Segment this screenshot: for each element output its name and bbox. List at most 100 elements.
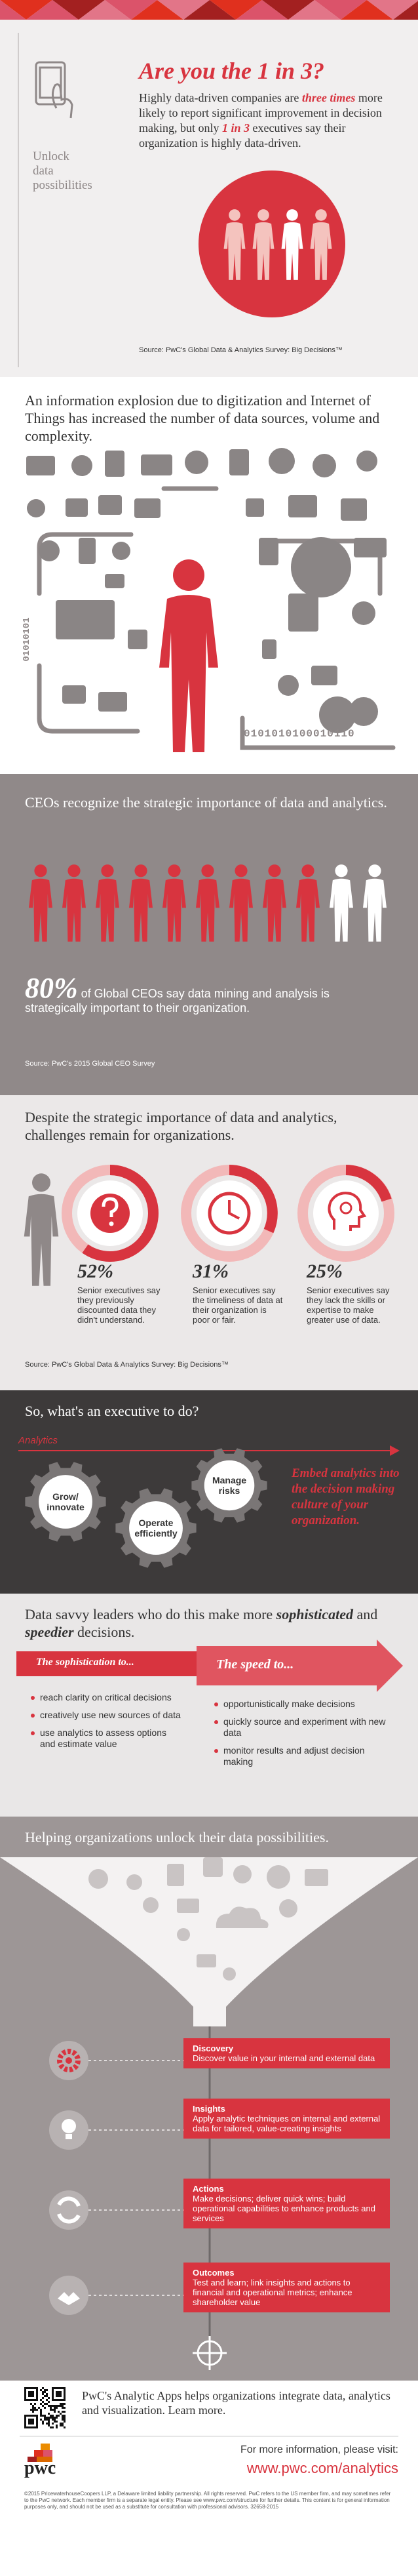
qr-cell xyxy=(42,2415,44,2417)
step-icon xyxy=(49,2190,88,2230)
pwc-logo-mark xyxy=(28,2457,37,2462)
funnel xyxy=(0,1857,418,2026)
intro-graphics xyxy=(0,0,418,367)
qr-cell xyxy=(60,2425,62,2426)
qr-cell xyxy=(62,2425,64,2426)
top-pattern xyxy=(105,0,157,20)
qr-cell xyxy=(54,2421,56,2423)
funnel-icons xyxy=(305,1869,328,1886)
qr-cell xyxy=(44,2389,46,2391)
step-icon xyxy=(49,2276,88,2315)
qr-cell xyxy=(42,2421,44,2423)
challenge-graphics xyxy=(24,1165,394,1286)
icon xyxy=(259,538,278,565)
pwc-logo-mark xyxy=(43,2450,52,2457)
qr-cell xyxy=(62,2417,64,2419)
ceo-figure xyxy=(129,864,153,942)
qr-cell xyxy=(42,2401,44,2403)
top-pattern xyxy=(131,0,183,20)
qr-cell xyxy=(40,2399,42,2401)
ceo-figure xyxy=(96,864,119,942)
qr-cell xyxy=(46,2423,48,2425)
ceo-section: CEOs recognize the strategic importance … xyxy=(0,774,418,1095)
stat-text: Senior executives say they lack the skil… xyxy=(307,1285,390,1325)
ring xyxy=(181,1165,278,1262)
ceo-figure xyxy=(296,864,320,942)
tablet-icon xyxy=(35,61,66,106)
icon xyxy=(269,448,295,474)
heading-emphasis: sophisticated xyxy=(276,1606,354,1622)
ring xyxy=(208,1192,251,1235)
gear-label: Manage risks xyxy=(212,1475,247,1496)
qr-cell xyxy=(52,2417,54,2419)
funnel-icons xyxy=(143,1897,159,1913)
step: Outcomes Test and learn; link insights an… xyxy=(183,2263,390,2312)
qr-cell xyxy=(64,2421,66,2423)
qr-cell xyxy=(56,2405,58,2407)
funnel-icons xyxy=(88,1869,108,1889)
qr-cell xyxy=(46,2419,48,2421)
top-pattern xyxy=(0,0,418,20)
url[interactable]: www.pwc.com/analytics xyxy=(246,2460,398,2476)
icon xyxy=(229,449,249,475)
gear-center xyxy=(39,1475,92,1529)
qr-cell xyxy=(50,2409,52,2411)
pwc-logo-mark xyxy=(28,2444,52,2462)
icon xyxy=(105,451,124,477)
top-pattern xyxy=(236,0,288,20)
qr-cell xyxy=(56,2407,58,2409)
gear-center xyxy=(129,1501,183,1555)
funnel-icons xyxy=(126,1874,142,1890)
qr-cell xyxy=(56,2421,58,2423)
heading-part: and xyxy=(353,1606,378,1622)
bullet: quickly source and experiment with new d… xyxy=(213,1716,390,1739)
qr-cell xyxy=(36,2409,38,2411)
funnel-icons xyxy=(167,1864,184,1886)
icon xyxy=(246,498,264,517)
qr-cell xyxy=(52,2405,54,2407)
qr-cell xyxy=(54,2407,56,2409)
qr-finder xyxy=(28,2391,34,2397)
funnel-icons xyxy=(267,1865,290,1889)
flow-arrows xyxy=(240,715,396,750)
executive-section: So, what's an executive to do? Analytics… xyxy=(0,1390,418,1594)
heading: Despite the strategic importance of data… xyxy=(25,1109,337,1143)
ceo-stat: 80% of Global CEOs say data mining and a… xyxy=(25,974,392,1015)
qr-cell xyxy=(64,2407,66,2409)
gray-person xyxy=(24,1173,59,1286)
icon xyxy=(288,594,318,632)
qr-cell xyxy=(44,2403,46,2405)
icon xyxy=(319,696,356,733)
funnel-icons xyxy=(197,1954,216,1967)
top-pattern xyxy=(183,0,236,20)
heading: Helping organizations unlock their data … xyxy=(25,1829,329,1845)
icon xyxy=(141,454,172,475)
bullet: reach clarity on critical decisions xyxy=(29,1692,183,1703)
qr-cell xyxy=(40,2419,42,2421)
icon xyxy=(356,451,377,472)
bullet: opportunistically make decisions xyxy=(213,1699,390,1710)
qr-cell xyxy=(48,2405,50,2407)
sophistication-banner xyxy=(16,1651,216,1676)
banner-graphics xyxy=(16,1640,403,1692)
gear-center xyxy=(204,1460,255,1511)
cta: For more information, please visit: xyxy=(240,2444,398,2455)
icon xyxy=(98,495,122,515)
qr-cell xyxy=(48,2419,50,2421)
qr-cell xyxy=(48,2425,50,2426)
icon xyxy=(62,685,86,704)
ring xyxy=(229,1165,278,1234)
qr-cell xyxy=(62,2419,64,2421)
qr-cell xyxy=(42,2397,44,2399)
qr-cell xyxy=(54,2411,56,2413)
icon xyxy=(185,451,208,474)
qr-cell xyxy=(40,2409,42,2411)
qr-cell xyxy=(52,2409,54,2411)
helping-section: Helping organizations unlock their data … xyxy=(0,1817,418,2381)
qr-cell xyxy=(40,2415,42,2417)
qr-cell xyxy=(34,2403,36,2405)
qr-cell xyxy=(54,2409,56,2411)
icon xyxy=(56,600,115,639)
qr-cell xyxy=(38,2407,40,2409)
